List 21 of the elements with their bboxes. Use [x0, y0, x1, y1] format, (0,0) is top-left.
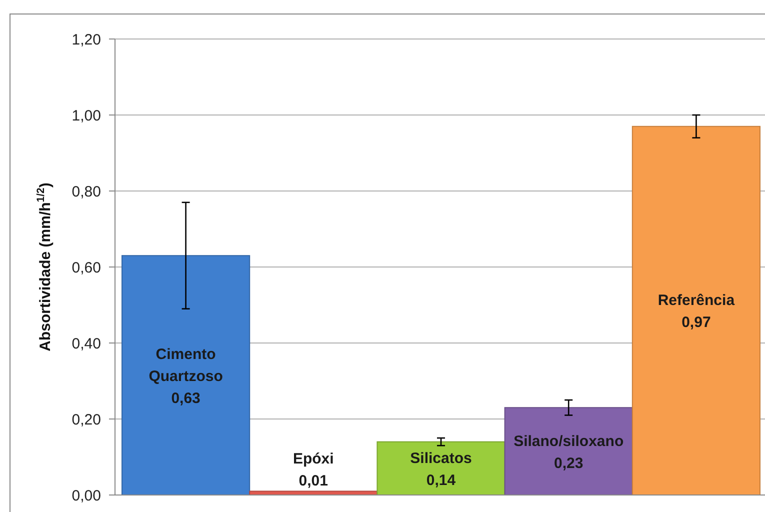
- bar: [122, 255, 250, 496]
- y-tick-label: 0,60: [72, 259, 101, 276]
- bar: [632, 126, 760, 496]
- y-tick-label: 0,40: [72, 335, 101, 352]
- bar: [504, 407, 633, 496]
- data-label: 0,63: [171, 390, 200, 407]
- data-label: 0,14: [426, 472, 456, 489]
- x-tick-label: Silicatos: [410, 450, 472, 467]
- y-tick-label: 0,20: [72, 411, 101, 428]
- bar: [376, 441, 506, 496]
- data-label: 0,01: [298, 472, 328, 490]
- y-tick-label: 1,20: [72, 31, 101, 48]
- x-tick-label: Referência: [658, 292, 736, 310]
- y-tick-label: 1,00: [72, 107, 101, 124]
- x-tick-label: Silano/siloxano: [514, 432, 624, 450]
- x-tick-label: Epóxi: [292, 450, 334, 468]
- data-label: 0,97: [682, 314, 711, 332]
- y-tick-label: 0,80: [72, 183, 101, 200]
- x-tick-label: Cimento Quartzoso: [148, 346, 223, 385]
- y-tick-label: 0,00: [72, 487, 101, 504]
- data-label: 0,23: [554, 454, 584, 472]
